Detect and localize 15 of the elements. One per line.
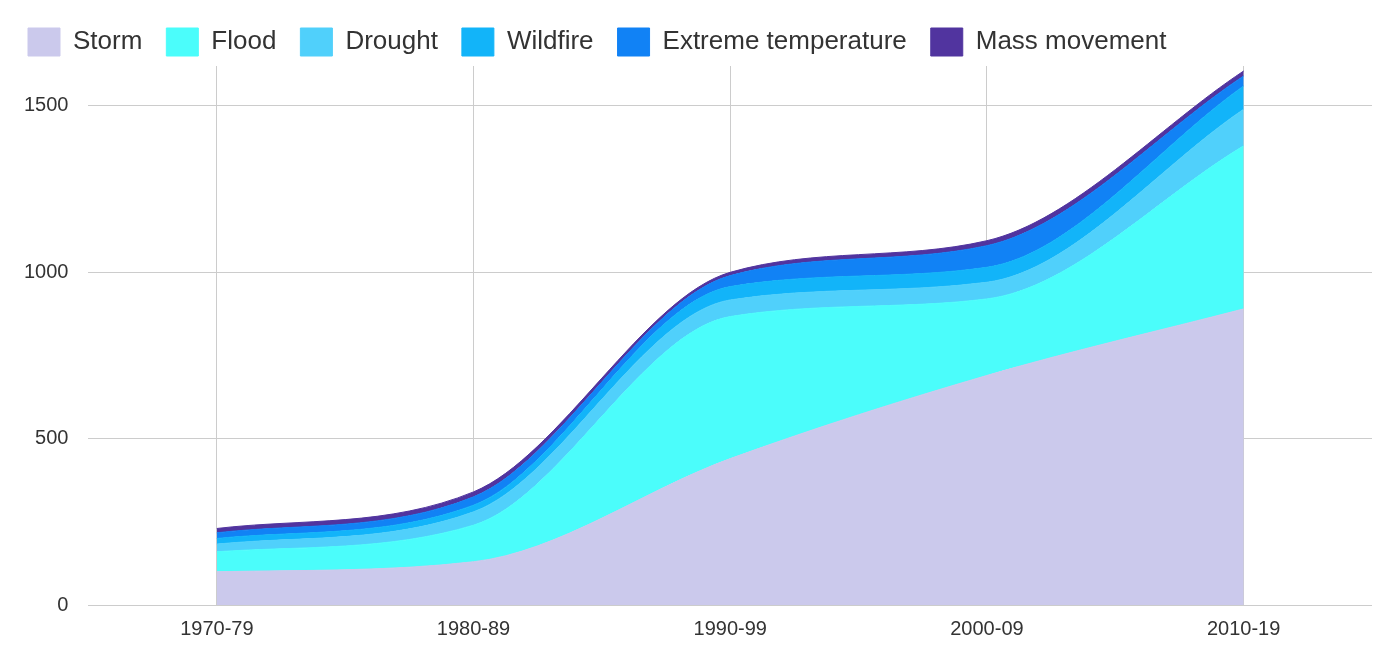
legend-label: Mass movement [975, 25, 1168, 56]
x-tick-label: 1970-79 [180, 616, 254, 639]
y-tick-label: 1000 [23, 259, 69, 282]
x-tick-label: 1980-89 [436, 616, 511, 639]
x-tick-label: 1990-99 [693, 616, 767, 639]
x-tick-label: 2000-09 [950, 616, 1024, 639]
y-tick-label: 1500 [23, 93, 69, 116]
y-tick-label: 0 [57, 592, 69, 615]
y-tick-label: 500 [35, 426, 69, 449]
legend-label: Extreme temperature [662, 25, 907, 56]
x-tick-label: 2010-19 [1206, 616, 1281, 639]
legend-label: Wildfire [506, 25, 594, 56]
legend-label: Drought [345, 25, 439, 56]
legend-label: Storm [73, 25, 143, 56]
legend-label: Flood [211, 25, 277, 56]
